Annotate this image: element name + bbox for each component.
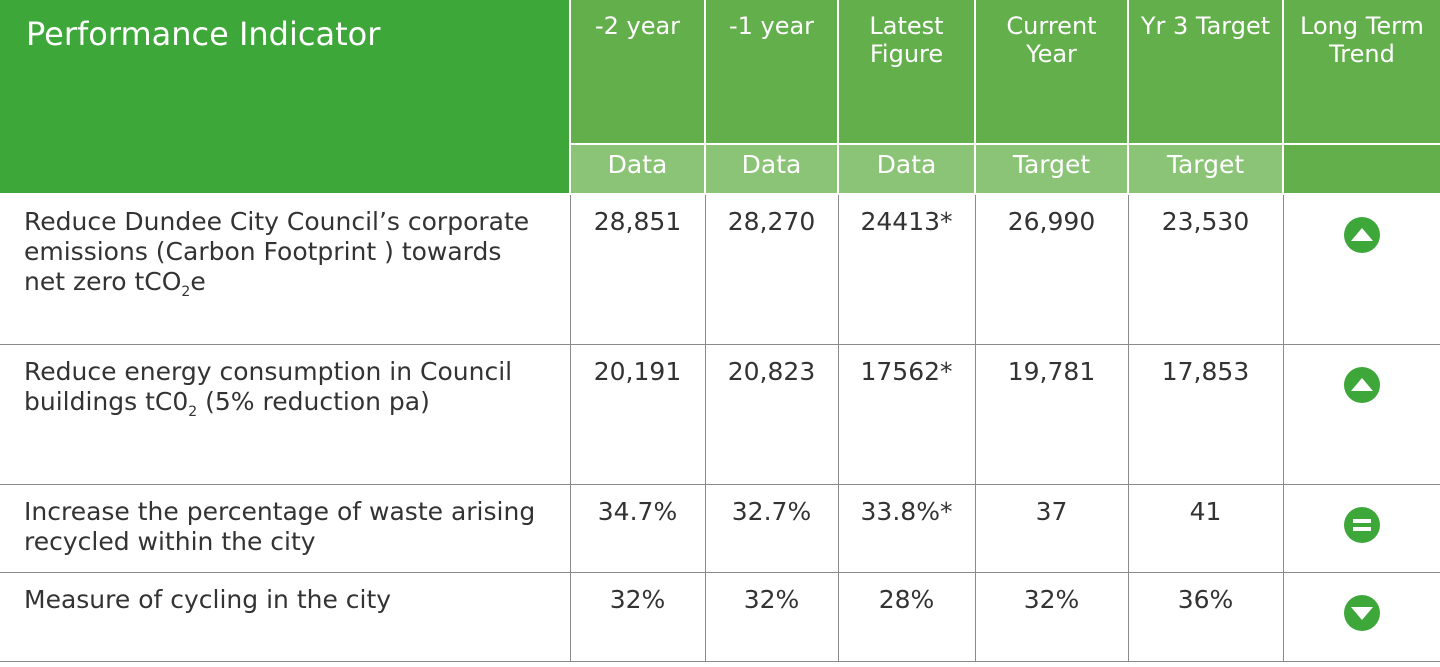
value-cell: 28,270 <box>704 193 839 345</box>
value-cell: 41 <box>1127 483 1284 573</box>
value-cell: 33.8%* <box>837 483 976 573</box>
value-cell: 26,990 <box>974 193 1129 345</box>
trend-icon <box>1343 366 1380 403</box>
data-row: Reduce energy consumption in Council bui… <box>0 343 1440 485</box>
trend-cell <box>1282 483 1440 573</box>
value-cell: 28,851 <box>569 193 706 345</box>
value-cell: 17562* <box>837 343 976 485</box>
header-row: Performance Indicator -2 year -1 year Lates… <box>0 0 1440 195</box>
value-cell: 32.7% <box>704 483 839 573</box>
trend-cell <box>1282 571 1440 662</box>
header-cell: -1 year <box>704 0 839 145</box>
indicator-text: Reduce energy consumption in Council bui… <box>24 356 513 416</box>
indicator-subscript: 2 <box>188 403 198 420</box>
header-cell: -2 year <box>569 0 706 145</box>
header-cell: Performance Indicator <box>0 0 571 195</box>
indicator-cell: Reduce energy consumption in Council bui… <box>0 343 571 485</box>
header-cell: Latest Figure <box>837 0 976 145</box>
indicator-cell: Increase the percentage of waste arising… <box>0 483 571 573</box>
value-cell: 32% <box>704 571 839 662</box>
header-cell: Current Year <box>974 0 1129 145</box>
indicator-text: Measure of cycling in the city <box>24 584 392 614</box>
data-row: Increase the percentage of waste arising… <box>0 483 1440 573</box>
indicator-cell: Reduce Dundee City Council’s corporate e… <box>0 193 571 345</box>
value-cell: 32% <box>974 571 1129 662</box>
value-cell: 20,823 <box>704 343 839 485</box>
indicator-text: (5% reduction pa) <box>197 386 430 416</box>
subheader-cell: Target <box>974 143 1129 195</box>
subheader-cell <box>1282 143 1440 195</box>
indicator-text: Reduce Dundee City Council’s corporate e… <box>24 207 530 296</box>
trend-icon <box>1343 594 1380 631</box>
value-cell: 23,530 <box>1127 193 1284 345</box>
value-cell: 34.7% <box>569 483 706 573</box>
header-cell: Yr 3 Target <box>1127 0 1284 145</box>
value-cell: 32% <box>569 571 706 662</box>
value-cell: 20,191 <box>569 343 706 485</box>
subheader-row: Data Data Data Target Target <box>0 143 1440 195</box>
value-cell: 19,781 <box>974 343 1129 485</box>
value-cell: 37 <box>974 483 1129 573</box>
subheader-cell: Data <box>570 143 706 195</box>
indicator-cell: Measure of cycling in the city <box>0 571 571 662</box>
value-cell: 36% <box>1127 571 1284 662</box>
value-cell: 17,853 <box>1127 343 1284 485</box>
subheader-cell: Data <box>704 143 839 195</box>
trend-cell <box>1282 343 1440 485</box>
indicator-subscript: 2 <box>181 284 191 300</box>
indicator-text: Increase the percentage of waste arising… <box>24 496 536 556</box>
subheader-cell: Target <box>1127 143 1284 195</box>
header-cell: Long Term Trend <box>1282 0 1440 145</box>
subheader-cell: Data <box>837 143 976 195</box>
trend-icon <box>1343 217 1380 253</box>
value-cell: 28% <box>837 571 976 662</box>
indicator-text: e <box>190 267 206 296</box>
data-row: Reduce Dundee City Council’s corporate e… <box>0 193 1440 345</box>
value-cell: 24413* <box>837 193 976 345</box>
trend-cell <box>1282 193 1440 345</box>
trend-icon <box>1343 506 1380 543</box>
data-row: Measure of cycling in the city 32% 32% 28% 3… <box>0 571 1440 662</box>
